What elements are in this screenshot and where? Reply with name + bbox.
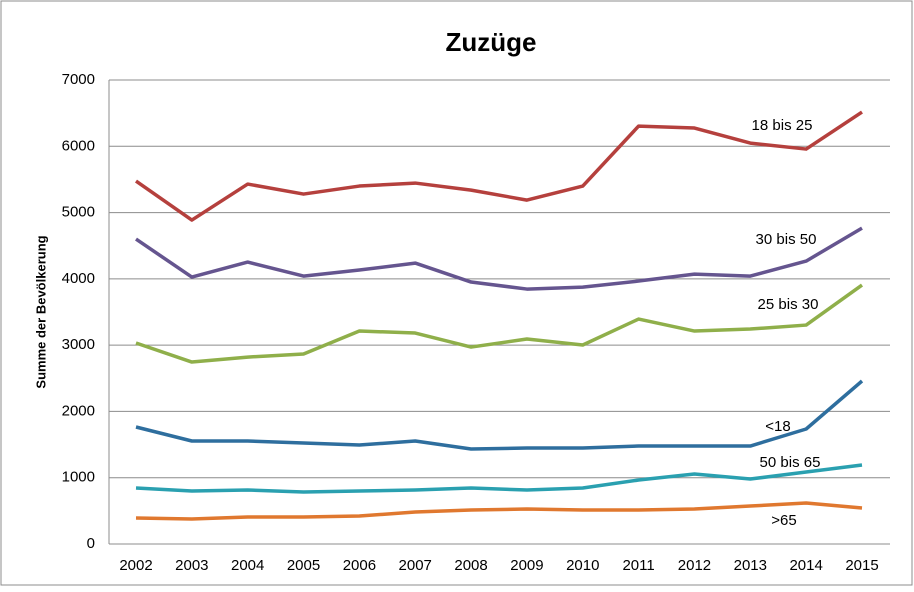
- x-tick-label: 2008: [454, 557, 487, 574]
- x-tick-label: 2012: [678, 557, 711, 574]
- y-tick-label: 3000: [62, 336, 95, 353]
- x-tick-label: 2005: [287, 557, 320, 574]
- x-tick-label: 2002: [119, 557, 152, 574]
- x-tick-label: 2013: [734, 557, 767, 574]
- x-tick-label: 2011: [622, 557, 654, 574]
- series-label: 18 bis 25: [752, 117, 813, 134]
- x-tick-label: 2007: [399, 557, 432, 574]
- x-tick-label: 2004: [231, 557, 264, 574]
- series-line: [135, 501, 863, 521]
- x-tick-label: 2006: [343, 557, 376, 574]
- y-tick-label: 2000: [62, 402, 95, 419]
- x-tick-label: 2010: [566, 557, 599, 574]
- y-tick-label: 7000: [62, 71, 95, 88]
- series-line: [135, 283, 864, 364]
- x-tick-label: 2009: [510, 557, 543, 574]
- series-line: [135, 463, 863, 494]
- series-line: [134, 110, 863, 222]
- y-tick-label: 1000: [62, 469, 95, 486]
- y-tick-label: 4000: [62, 270, 95, 287]
- series-label: 50 bis 65: [760, 454, 821, 471]
- series-label: >65: [771, 512, 796, 529]
- x-tick-label: 2014: [789, 557, 822, 574]
- series-label: 30 bis 50: [756, 231, 817, 248]
- x-tick-label: 2003: [175, 557, 208, 574]
- y-axis-label: Summe der Bevölkerung: [33, 235, 48, 388]
- series-label: 25 bis 30: [758, 296, 819, 313]
- y-tick-label: 5000: [62, 204, 95, 221]
- x-tick-label: 2015: [845, 557, 878, 574]
- series-label: <18: [765, 418, 790, 435]
- y-tick-label: 6000: [62, 137, 95, 154]
- series-line: [135, 379, 864, 451]
- y-tick-label: 0: [87, 535, 95, 552]
- series-line: [135, 226, 863, 291]
- chart-title: Zuzüge: [446, 27, 537, 57]
